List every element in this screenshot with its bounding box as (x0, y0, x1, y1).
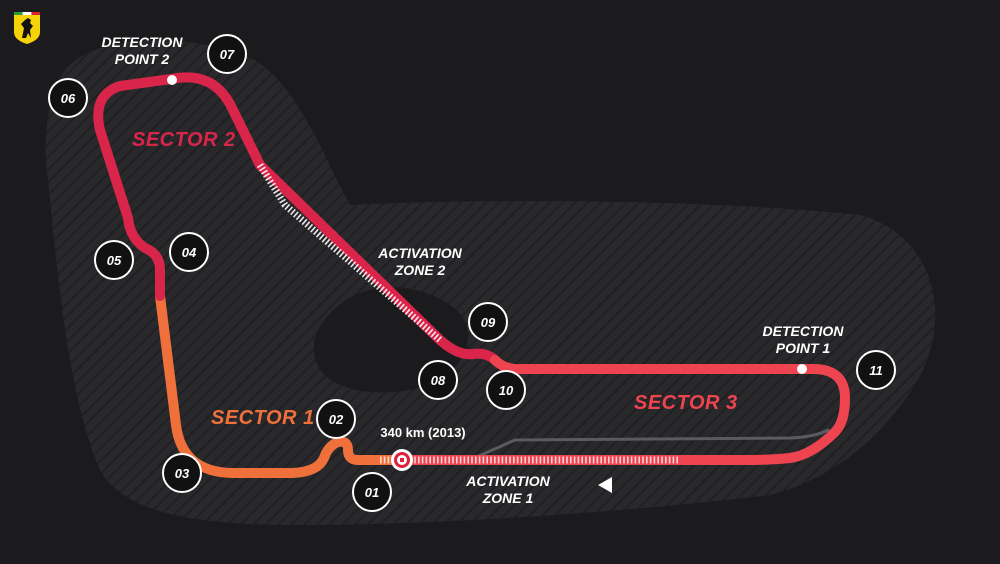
turn-08-marker: 08 (418, 360, 458, 400)
detection-point-1-line1: DETECTION (763, 323, 845, 339)
turn-03-label: 03 (175, 466, 190, 481)
turn-10-marker: 10 (486, 370, 526, 410)
detection-point-1-line2: POINT 1 (776, 340, 831, 356)
turn-09-label: 09 (481, 315, 496, 330)
activation-zone-2-line1: ACTIVATION (377, 245, 462, 261)
turn-03-marker: 03 (162, 453, 202, 493)
activation-zone-2-marker (257, 163, 443, 343)
detection-point-1-marker (797, 364, 807, 374)
turn-06-label: 06 (61, 91, 76, 106)
ferrari-logo (14, 12, 40, 44)
detection-point-2-line2: POINT 2 (115, 51, 170, 67)
turn-04-marker: 04 (169, 232, 209, 272)
activation-zone-1-line1: ACTIVATION (465, 473, 550, 489)
pit-lane (468, 428, 830, 462)
activation-zone-1-line2: ZONE 1 (482, 490, 534, 506)
turn-08-label: 08 (431, 373, 446, 388)
turn-05-marker: 05 (94, 240, 134, 280)
turn-02-label: 02 (329, 412, 344, 427)
turn-11-marker: 11 (856, 350, 896, 390)
turn-05-label: 05 (107, 253, 122, 268)
detection-point-2-marker (167, 75, 177, 85)
sector-3-label: SECTOR 3 (634, 392, 738, 414)
speed-trap-icon (391, 449, 413, 471)
activation-zone-2-line2: ZONE 2 (394, 262, 446, 278)
turn-09-marker: 09 (468, 302, 508, 342)
sector-1-label: SECTOR 1 (211, 407, 315, 429)
turn-01-label: 01 (365, 485, 379, 500)
sector-2-track (93, 72, 500, 365)
sector-3-track (400, 355, 850, 465)
circuit-area (45, 40, 936, 525)
turn-02-marker: 02 (316, 399, 356, 439)
turn-07-label: 07 (220, 47, 235, 62)
turn-06-marker: 06 (48, 78, 88, 118)
direction-arrow-icon (598, 477, 612, 493)
turn-11-label: 11 (869, 363, 883, 378)
sector-2-label: SECTOR 2 (132, 129, 236, 151)
turn-04-label: 04 (182, 245, 197, 260)
top-speed-label: 340 km (2013) (380, 425, 465, 440)
turn-01-marker: 01 (352, 472, 392, 512)
turn-10-label: 10 (499, 383, 514, 398)
turn-07-marker: 07 (207, 34, 247, 74)
sector-1-track (155, 291, 410, 478)
detection-point-2-line1: DETECTION (102, 34, 184, 50)
